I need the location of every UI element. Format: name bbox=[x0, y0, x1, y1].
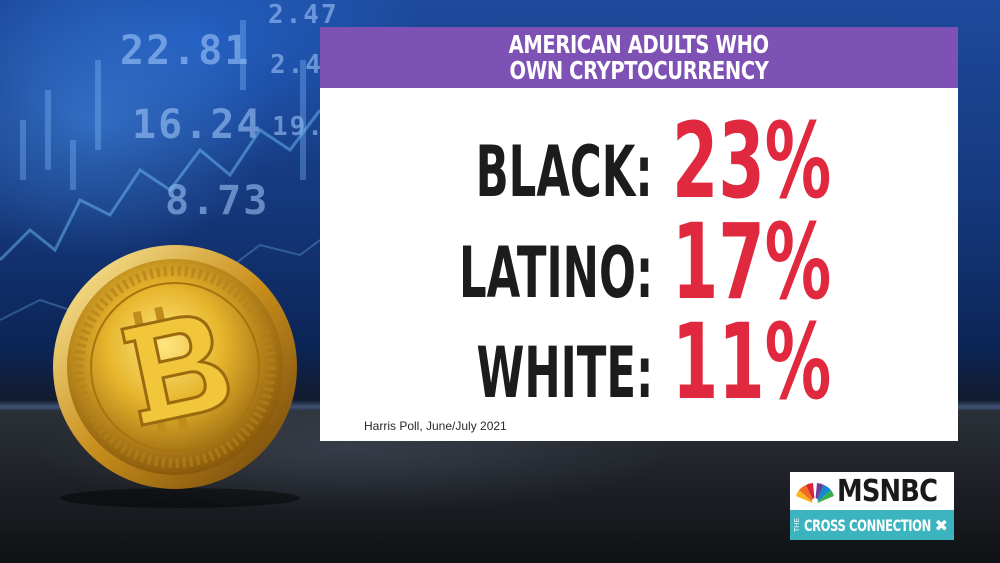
network-name: MSNBC bbox=[837, 473, 938, 509]
show-name: CROSS CONNECTION bbox=[804, 515, 931, 535]
stat-label: LATINO: bbox=[458, 232, 653, 314]
bitcoin-coin-icon bbox=[53, 245, 300, 508]
panel-header: AMERICAN ADULTS WHO OWN CRYPTOCURRENCY bbox=[320, 27, 958, 88]
ticker-chart-lines bbox=[0, 20, 320, 321]
show-x-mark-icon: ✖ bbox=[934, 516, 948, 535]
stat-row-latino: LATINO: 17% bbox=[320, 201, 958, 323]
stat-row-black: BLACK: 23% bbox=[320, 100, 958, 222]
show-name-bar: THE CROSS CONNECTION ✖ bbox=[790, 510, 954, 540]
peacock-icon bbox=[796, 483, 834, 504]
stat-label: WHITE: bbox=[476, 332, 653, 414]
stats-panel: AMERICAN ADULTS WHO OWN CRYPTOCURRENCY B… bbox=[320, 27, 958, 441]
panel-title-line-2: OWN CRYPTOCURRENCY bbox=[509, 55, 769, 85]
stat-value: 11% bbox=[672, 301, 832, 423]
ticker-number: 2.47 bbox=[268, 0, 339, 30]
show-prefix: THE bbox=[794, 518, 801, 532]
network-logo-top: MSNBC bbox=[790, 472, 954, 510]
ticker-number: 16.24 bbox=[132, 102, 263, 148]
stat-label: BLACK: bbox=[475, 131, 653, 213]
panel-title-line-1: AMERICAN ADULTS WHO bbox=[508, 29, 770, 59]
network-logo: MSNBC THE CROSS CONNECTION ✖ bbox=[790, 472, 954, 540]
stat-row-white: WHITE: 11% bbox=[320, 301, 958, 423]
stat-value: 23% bbox=[672, 100, 832, 222]
ticker-number: 22.81 bbox=[120, 28, 251, 74]
ticker-number: 8.73 bbox=[165, 178, 270, 224]
stat-value: 17% bbox=[672, 201, 832, 323]
source-citation: Harris Poll, June/July 2021 bbox=[364, 419, 507, 433]
